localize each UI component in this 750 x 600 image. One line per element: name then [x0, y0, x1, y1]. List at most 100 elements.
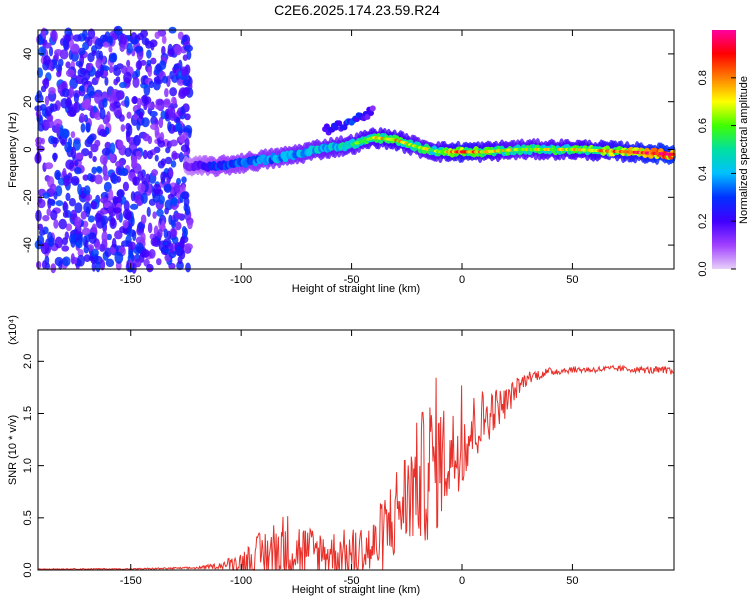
spectrogram-cells: [34, 25, 676, 274]
spectrogram-cell: [115, 76, 121, 83]
spectrogram-cell: [91, 166, 98, 175]
snr-y-tick-label: 2.0: [22, 354, 34, 369]
spectrogram-cell: [62, 210, 69, 218]
spectrogram-y-label: Frequency (Hz): [7, 112, 19, 188]
snr-y-tick-label: 1.5: [22, 406, 34, 421]
spectrogram-cell: [154, 131, 161, 139]
spectrogram-cell: [91, 261, 97, 272]
spectrogram-cell: [43, 55, 51, 66]
spectrogram-cell: [136, 32, 144, 41]
spectrogram-cell: [52, 152, 57, 163]
spectrogram-cell: [147, 102, 156, 109]
spectrogram-cell: [113, 25, 123, 36]
spectrogram-cell: [57, 83, 63, 95]
spectrogram-cell: [75, 74, 84, 85]
spectrogram-cell: [42, 214, 50, 222]
snr-y-label: SNR (10 * v/v): [7, 415, 19, 485]
spectrogram-cell: [34, 93, 44, 103]
spectrogram-cell: [176, 177, 182, 185]
spectrogram-cell: [130, 38, 139, 45]
spectrogram-cell: [88, 232, 97, 244]
spectrogram-cell: [131, 96, 139, 104]
spectrogram-cell: [101, 231, 108, 243]
spectrogram-cell: [84, 36, 90, 43]
spectrogram-cell: [61, 87, 70, 98]
spectrogram-cell: [44, 95, 50, 106]
spectrogram-cell: [150, 123, 159, 130]
spectrogram-y-tick-label: 0: [22, 146, 34, 152]
spectrogram-cell: [162, 75, 169, 84]
spectrogram-cell: [74, 216, 82, 228]
spectrogram-cell: [106, 35, 113, 44]
spectrogram-cell: [64, 231, 70, 240]
spectrogram-cell: [63, 38, 69, 50]
spectrogram-cell: [70, 253, 75, 265]
snr-y-ticks: 0.0 0.5 1.0 1.5 2.0: [22, 354, 674, 578]
spectrogram-cell: [82, 174, 89, 181]
spectrogram-cell: [159, 131, 165, 142]
spectrogram-cell: [99, 63, 105, 76]
spectrogram-cell: [62, 256, 71, 267]
snr-x-tick-label: -150: [120, 575, 142, 587]
spectrogram-cell: [130, 216, 135, 227]
spectrogram-cell: [110, 216, 116, 227]
spectrogram-cell: [54, 256, 64, 267]
spectrogram-cell: [47, 198, 56, 205]
spectrogram-cell: [166, 230, 172, 240]
spectrogram-cell: [99, 128, 107, 137]
spectrogram-x-label: Height of straight line (km): [292, 283, 420, 295]
spectrogram-cell: [111, 237, 117, 250]
spectrogram-cell: [48, 46, 54, 57]
spectrogram-x-tick-label: -100: [230, 274, 252, 286]
spectrogram-cell: [173, 183, 181, 194]
spectrogram-cell: [109, 151, 115, 163]
spectrogram-cell: [127, 124, 133, 136]
spectrogram-y-tick-label: 40: [22, 48, 34, 60]
spectrogram-cell: [109, 142, 116, 155]
spectrogram-cell: [160, 220, 166, 231]
spectrogram-cell: [161, 45, 166, 56]
spectrogram-cell: [83, 245, 89, 254]
snr-plot-area: [38, 330, 674, 570]
spectrogram-cell: [53, 137, 60, 145]
spectrogram-cell: [50, 30, 58, 43]
spectrogram-cell: [135, 150, 142, 160]
spectrogram-cell: [112, 207, 122, 214]
colorbar-tick-label: 0.6: [697, 118, 709, 133]
spectrogram-cell: [94, 92, 102, 104]
spectrogram-cell: [150, 57, 157, 65]
spectrogram-cell: [102, 164, 108, 177]
spectrogram-cell: [81, 227, 91, 236]
spectrogram-cell: [96, 50, 101, 61]
spectrogram-cell: [114, 251, 124, 264]
spectrogram-cell: [174, 212, 183, 220]
spectrogram-cell: [108, 53, 117, 63]
spectrogram-x-tick-label: -150: [120, 274, 142, 286]
spectrogram-cell: [38, 229, 46, 236]
spectrogram-cell: [369, 105, 376, 112]
spectrogram-cell: [109, 246, 116, 255]
spectrogram-cell: [102, 97, 108, 108]
snr-x-tick-label: 0: [459, 575, 465, 587]
snr-x-tick-label: -100: [230, 575, 252, 587]
spectrogram-cell: [179, 238, 185, 249]
spectrogram-cell: [170, 228, 177, 239]
spectrogram-cell: [94, 212, 103, 223]
spectrogram-cell: [178, 151, 184, 163]
spectrogram-cell: [124, 147, 132, 157]
snr-frame: [37, 329, 675, 571]
spectrogram-cell: [147, 135, 153, 145]
spectrogram-cell: [132, 176, 140, 186]
spectrogram-cell: [161, 35, 167, 44]
spectrogram-cell: [45, 106, 53, 117]
spectrogram-cell: [67, 108, 77, 117]
spectrogram-cell: [55, 200, 64, 207]
spectrogram-cell: [143, 96, 152, 105]
spectrogram-cell: [156, 258, 162, 266]
spectrogram-cell: [126, 59, 131, 68]
spectrogram-cell: [105, 258, 115, 268]
spectrogram-cell: [135, 242, 144, 253]
spectrogram-cell: [104, 141, 112, 150]
spectrogram-cell: [35, 209, 42, 222]
